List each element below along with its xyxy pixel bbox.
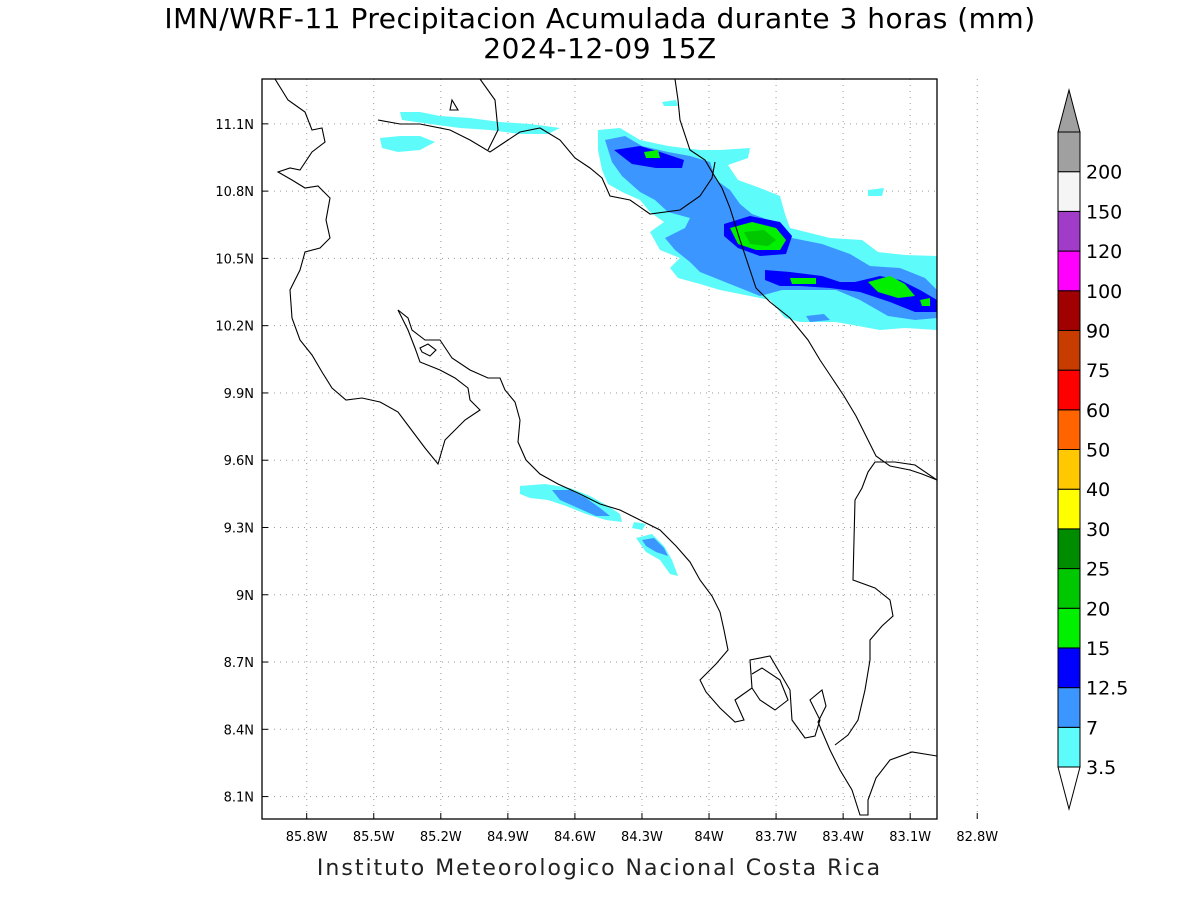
- colorbar-swatch: [1057, 131, 1081, 173]
- lon-tick-label: 82.8W: [956, 830, 998, 845]
- colorbar-legend: 3.5 7 12.5 15 20 25 30 40 50 60 75 90 100 120 150 200: [1057, 88, 1128, 811]
- colorbar-level-label: 50: [1086, 440, 1110, 462]
- coastlines-and-borders: [274, 79, 937, 816]
- colorbar-swatch: [1057, 687, 1081, 728]
- lat-tick-label: 9N: [236, 589, 254, 604]
- precip-core-15-c: [790, 278, 816, 284]
- lat-tick-label: 9.6N: [224, 454, 254, 469]
- caribbean-coastline: [674, 79, 937, 481]
- colorbar-level-label: 60: [1086, 400, 1110, 422]
- precip-band-south-7-a: [552, 490, 610, 516]
- nicoya-gulf-coast: [397, 309, 937, 816]
- north-boundary-ridge: [479, 79, 499, 151]
- nicaragua-north-border-coast: [377, 119, 716, 215]
- precip-patch-northwest-a: [400, 112, 560, 134]
- colorbar-level-label: 7: [1086, 717, 1098, 739]
- precip-core-15-b: [868, 276, 915, 298]
- lat-tick-label: 11.1N: [215, 118, 254, 133]
- colorbar-swatch: [1057, 290, 1081, 331]
- lon-tick-label: 83.4W: [822, 830, 864, 845]
- colorbar-level-label: 30: [1086, 519, 1110, 541]
- colorbar-upper-arrow: [1057, 88, 1081, 133]
- lat-tick-label: 10.2N: [215, 320, 254, 335]
- colorbar-level-label: 200: [1086, 162, 1122, 184]
- chart-title: IMN/WRF-11 Precipitacion Acumulada duran…: [164, 2, 1036, 35]
- colorbar-level-label: 15: [1086, 638, 1110, 660]
- osa-peninsula: [751, 667, 789, 711]
- lon-tick-label: 85.8W: [286, 830, 328, 845]
- colorbar-swatch: [1057, 488, 1081, 530]
- north-small-lake: [449, 98, 459, 111]
- colorbar-level-label: 120: [1086, 241, 1122, 263]
- lat-tick-label: 9.9N: [224, 387, 254, 402]
- precip-band-south-3p5-b: [632, 522, 646, 530]
- colorbar-swatch: [1057, 607, 1081, 649]
- colorbar-swatch: [1057, 647, 1081, 689]
- colorbar-swatch: [1057, 449, 1081, 490]
- lon-tick-label: 85.5W: [353, 830, 395, 845]
- lon-tick-label: 84.3W: [621, 830, 663, 845]
- precip-patch-northwest-b: [380, 136, 435, 152]
- colorbar-swatch: [1057, 329, 1081, 371]
- lon-tick-label: 85.2W: [420, 830, 462, 845]
- island-nicoya: [419, 343, 437, 357]
- lat-tick-label: 9.3N: [224, 521, 254, 536]
- colorbar-swatch: [1057, 210, 1081, 252]
- colorbar-level-label: 100: [1086, 281, 1122, 303]
- colorbar-lower-arrow: [1057, 766, 1081, 811]
- precip-patch-north-c: [662, 100, 678, 106]
- colorbar-swatch: [1057, 726, 1081, 768]
- footer-institution: Instituto Meteorologico Nacional Costa R…: [316, 856, 883, 881]
- colorbar-level-label: 12.5: [1086, 678, 1128, 700]
- longitude-axis: 85.8W 85.5W 85.2W 84.9W 84.6W 84.3W 84W 83.7W 83…: [286, 813, 998, 845]
- lon-tick-label: 83.7W: [755, 830, 797, 845]
- map-frame: [261, 78, 938, 820]
- precip-core-15-e: [920, 298, 930, 306]
- precip-core-15-d: [644, 150, 660, 158]
- chart-subtitle-datetime: 2024-12-09 15Z: [483, 32, 717, 65]
- panama-border: [834, 461, 937, 746]
- latitude-axis: 8.1N 8.4N 8.7N 9N 9.3N 9.6N 9.9N 10.2N 10.5N 10.8…: [215, 118, 268, 806]
- colorbar-level-label: 150: [1086, 201, 1122, 223]
- colorbar-swatch: [1057, 171, 1081, 212]
- lat-tick-label: 10.5N: [215, 252, 254, 267]
- colorbar-swatch: [1057, 409, 1081, 450]
- colorbar-swatch: [1057, 369, 1081, 411]
- lon-tick-label: 84W: [694, 830, 724, 845]
- precip-core-20-a: [744, 230, 776, 246]
- lon-tick-label: 83.1W: [889, 830, 931, 845]
- colorbar-swatch: [1057, 250, 1081, 292]
- lat-tick-label: 10.8N: [215, 185, 254, 200]
- precip-cyan-patch: [868, 188, 884, 196]
- lat-tick-label: 8.1N: [224, 791, 254, 806]
- colorbar-level-label: 90: [1086, 320, 1110, 342]
- lat-tick-label: 8.7N: [224, 656, 254, 671]
- colorbar-level-label: 20: [1086, 598, 1110, 620]
- lon-tick-label: 84.6W: [554, 830, 596, 845]
- colorbar-level-label: 25: [1086, 559, 1110, 581]
- lat-tick-label: 8.4N: [224, 723, 254, 738]
- colorbar-swatch: [1057, 528, 1081, 570]
- precip-blue-patch-south: [806, 314, 830, 322]
- nicaragua-lake-shore: [274, 79, 481, 466]
- colorbar-level-label: 40: [1086, 479, 1110, 501]
- colorbar-swatch: [1057, 568, 1081, 609]
- colorbar-level-label: 75: [1086, 360, 1110, 382]
- precip-band-south-7-c: [642, 538, 668, 556]
- lon-tick-label: 84.9W: [487, 830, 529, 845]
- colorbar-level-label: 3.5: [1086, 757, 1116, 779]
- precipitation-field: [380, 100, 937, 576]
